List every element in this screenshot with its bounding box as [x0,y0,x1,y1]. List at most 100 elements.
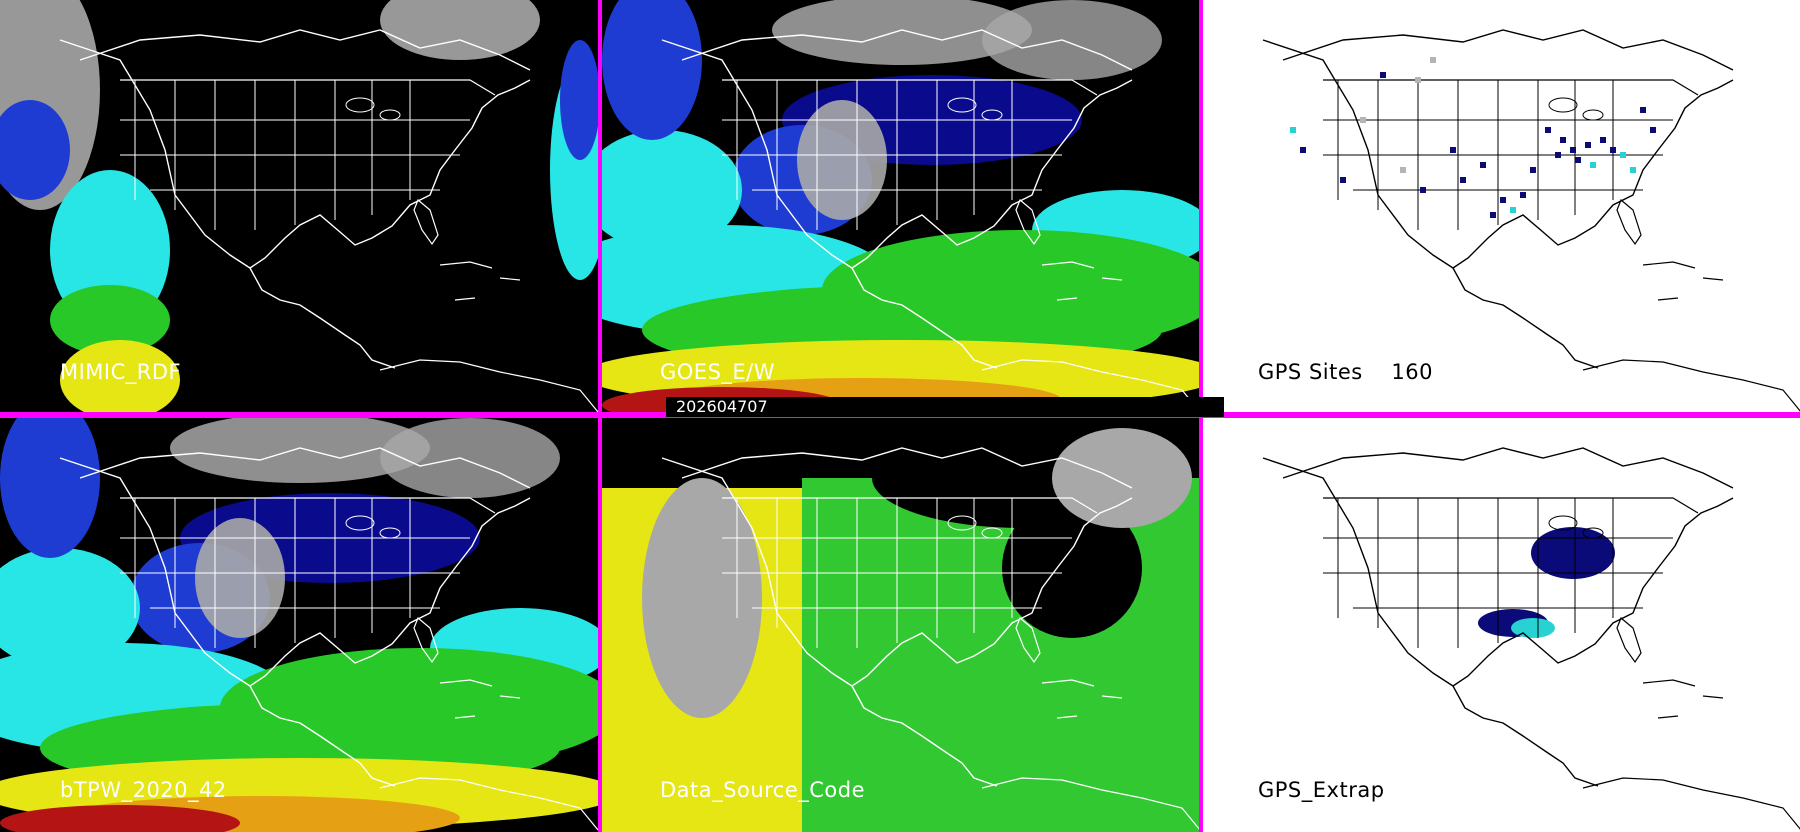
tpw-region [60,340,180,412]
south-america-coast [1582,777,1800,830]
panel-label: Data_Source_Code [660,778,866,802]
canada-coastline [1282,29,1734,71]
great-lake [345,515,375,531]
caribbean-island [1657,715,1679,719]
canada-coastline [681,29,1133,71]
caribbean-island [499,695,521,699]
btpw-map [0,418,598,832]
canada-coastline [681,447,1133,489]
tpw-region [0,100,70,200]
gps-site-marker [1450,147,1456,153]
cloud-region [797,100,887,220]
gps-site-marker [1380,72,1386,78]
cloud-region [1052,428,1192,528]
gps-site-marker [1300,147,1306,153]
us-canada-border [120,79,496,96]
gps-site-marker [1520,192,1526,198]
panel-label: GPS Sites 160 [1258,360,1433,384]
cloud-region [380,418,560,498]
gps-site-marker [1545,127,1551,133]
panel-label: MIMIC_RDF [60,360,182,384]
gps-site-marker [1640,107,1646,113]
gps-site-marker [1530,167,1536,173]
cloud-region [195,518,285,638]
panel-mimic-rdf: MIMIC_RDF [0,0,598,412]
gps-site-marker [1570,147,1576,153]
caribbean-island [454,297,476,301]
mimic-rdf-map [0,0,598,412]
great-lake [379,527,401,539]
panel-label: bTPW_2020_42 [60,778,227,802]
cloud-region [982,0,1162,80]
gps-extrap-map [1203,418,1800,832]
caribbean-island [1056,297,1078,301]
south-america-coast [1582,359,1800,412]
south-america-coast [981,777,1199,830]
caribbean-island [454,715,476,719]
coastline [1262,39,1734,369]
caribbean-island [1702,277,1724,281]
gps-site-marker [1610,147,1616,153]
great-lake [345,97,375,113]
great-lake [1582,527,1604,539]
panel-data-source-code: Data_Source_Code [602,418,1199,832]
gps-site-marker [1590,162,1596,168]
coastline [1262,457,1734,787]
extrap-region [1531,527,1615,579]
great-lake [947,97,977,113]
canada-coastline [79,29,531,71]
gps-site-marker [1420,187,1426,193]
cloud-region [380,0,540,60]
no-data-region [1002,498,1142,638]
florida-outline [1616,617,1642,664]
caribbean-island [439,261,493,269]
gps-site-marker [1575,157,1581,163]
caribbean-island [1702,695,1724,699]
caribbean-island [439,679,493,687]
florida-outline [1616,199,1642,246]
south-america-coast [379,777,598,831]
gps-site-marker [1290,127,1296,133]
cloud-region [772,0,1032,65]
great-lake [981,527,1003,539]
gps-site-marker [1600,137,1606,143]
goes-ew-map [602,0,1199,412]
gps-site-marker [1560,137,1566,143]
great-lake [379,109,401,121]
florida-outline [1015,199,1041,246]
caribbean-island [1056,715,1078,719]
us-canada-border [722,497,1098,514]
us-canada-border [1323,79,1699,96]
gps-site-marker [1340,177,1346,183]
south-america-coast [379,359,598,412]
us-canada-border [722,79,1098,96]
gps-site-marker [1500,197,1506,203]
gps-site-marker [1650,127,1656,133]
gps-site-marker [1480,162,1486,168]
south-america-coast [981,359,1199,412]
panel-label: GPS_Extrap [1258,778,1385,802]
gps-site-marker [1430,57,1436,63]
panel-gps-extrap: GPS_Extrap [1203,418,1800,832]
timestamp-label: 202604707 [666,397,1224,417]
tpw-region [0,548,140,668]
gps-site-marker [1415,77,1421,83]
panel-gps-sites: GPS Sites 160 [1203,0,1800,412]
gps-site-marker [1360,117,1366,123]
us-canada-border [120,497,496,514]
coastline [59,39,531,369]
caribbean-island [1041,679,1095,687]
caribbean-island [1101,695,1123,699]
gps-site-marker [1460,177,1466,183]
panel-btpw: bTPW_2020_42 [0,418,598,832]
tpw-region [560,40,598,160]
great-lake [1548,97,1578,113]
gps-site-marker [1555,152,1561,158]
florida-outline [1015,617,1041,664]
gps-site-marker [1630,167,1636,173]
caribbean-island [1642,261,1696,269]
us-canada-border [1323,497,1699,514]
caribbean-island [1041,261,1095,269]
coastline [661,39,1133,369]
